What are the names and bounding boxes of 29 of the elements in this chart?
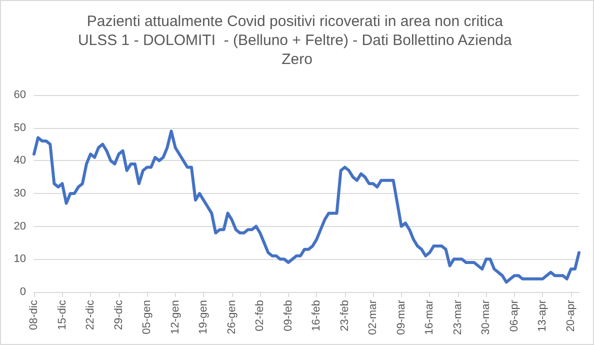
y-tick-label: 0 (20, 286, 26, 298)
x-tick-label: 16-mar (424, 300, 436, 335)
y-tick-label: 40 (14, 154, 26, 167)
x-tick-label: 16-feb (310, 300, 323, 332)
y-tick-label: 60 (14, 89, 26, 101)
x-tick-label: 23-feb (338, 300, 351, 332)
x-tick-label: 29-dic (112, 300, 125, 330)
x-tick-label: 23-mar (452, 300, 464, 335)
y-tick-label: 30 (14, 188, 26, 200)
line-series (32, 130, 580, 284)
x-tick-label: 05-gen (141, 300, 154, 334)
x-tick-label: 22-dic (84, 300, 97, 330)
x-tick-label: 08-dic (28, 300, 40, 330)
x-tick-label: 13-apr (536, 300, 549, 332)
x-tick-label: 09-feb (282, 300, 294, 332)
y-tick-label: 50 (14, 122, 26, 134)
y-tick-label: 10 (14, 253, 26, 266)
y-tick-label: 20 (14, 220, 26, 232)
x-tick-label: 06-apr (508, 300, 520, 332)
x-tick-label: 12-gen (169, 300, 182, 334)
x-tick-label: 02-feb (254, 300, 266, 332)
x-tick-label: 19-gen (198, 300, 210, 334)
x-tick-label: 09-mar (395, 300, 408, 335)
x-tick-label: 15-dic (56, 300, 68, 330)
chart-title: Pazienti attualmente Covid positivi ricoverati in area non critica ULSS 1 - DOLOMITI - (Belluno + Feltre) - Dati Bollettino Azienda Zero (78, 13, 516, 68)
x-tick-label: 30-mar (480, 300, 492, 335)
x-tick-label: 02-mar (367, 300, 380, 335)
x-tick-label: 20-apr (564, 300, 577, 332)
x-tick-label: 26-gen (226, 300, 238, 334)
